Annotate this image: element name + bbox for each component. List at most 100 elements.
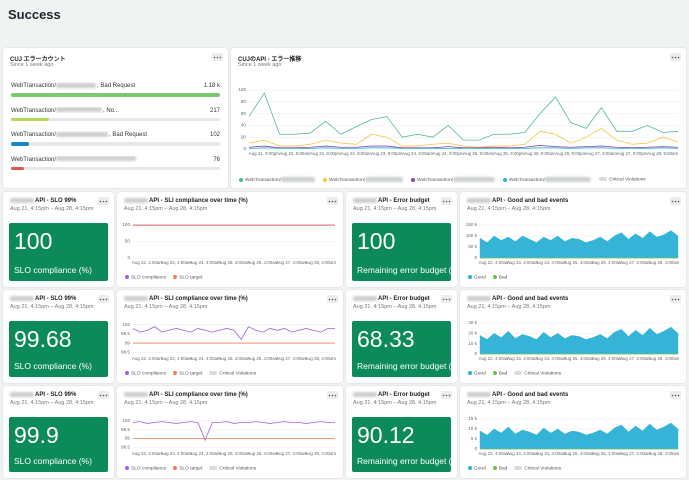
y-tick-label: 40 — [241, 123, 247, 128]
widget-title: API - SLO 99% — [10, 198, 76, 204]
bar-label-end: , Bad Request — [97, 83, 136, 89]
menu-dot — [216, 56, 219, 58]
x-tick-label: Aug 24, 4:00am — [535, 451, 567, 456]
bar — [11, 117, 50, 121]
widget-menu-button[interactable] — [212, 53, 223, 61]
widget-title: API - SLI compliance over time (%) — [124, 296, 248, 302]
widget-title: API - Error budget — [353, 198, 430, 204]
chart-plot: 98.5 99 99.5 100 — [121, 418, 335, 449]
legend-swatch — [468, 275, 472, 279]
redacted-text — [124, 296, 148, 301]
x-tick-label: Aug 24, 9:00pm — [432, 151, 464, 156]
widget-menu-button[interactable] — [670, 391, 681, 399]
menu-dot — [99, 200, 102, 202]
billboard-value: 99.9 — [14, 422, 59, 448]
toggle-label: Critical Violations — [219, 371, 257, 377]
legend-label: WebTransaction/ — [329, 177, 365, 183]
x-tick-label: Aug 23, 4:00am — [506, 451, 538, 456]
menu-icon — [671, 298, 680, 300]
widget-menu-button[interactable] — [98, 391, 109, 399]
bar-label: WebTransaction/ , Bad Request — [11, 82, 186, 90]
redacted-text — [10, 198, 34, 203]
menu-dot — [445, 394, 448, 396]
menu-icon — [442, 394, 451, 396]
widget-title-text: API - SLI compliance over time (%) — [149, 296, 248, 303]
x-tick-label: Aug 27, 4:00am — [276, 260, 308, 265]
widget-title: API - Good and bad events — [467, 392, 568, 398]
critical-violations-toggle[interactable]: Critical Violations — [514, 466, 561, 471]
widget-menu-button[interactable] — [98, 197, 109, 205]
legend-item: WebTransaction/ — [503, 177, 592, 183]
menu-dot — [99, 298, 102, 300]
y-tick-label: 20 — [241, 134, 247, 139]
menu-icon — [328, 394, 337, 396]
critical-violations-toggle[interactable]: Critical Violations — [209, 466, 256, 471]
widget-menu-button[interactable] — [441, 197, 452, 205]
x-tick-label: Aug 28, 9:00am — [647, 151, 679, 156]
widget-menu-button[interactable] — [441, 295, 452, 303]
x-tick-label: Aug 28, 4:00am — [648, 451, 680, 456]
legend-swatch — [492, 275, 497, 279]
redacted-text — [353, 198, 377, 203]
menu-icon — [671, 56, 680, 58]
bar-label-end: , No... — [103, 107, 120, 114]
legend-item: Good — [468, 275, 486, 280]
bar-track — [11, 166, 220, 170]
widget-menu-button[interactable] — [670, 197, 681, 205]
legend-item: SLO compliance — [125, 275, 166, 280]
x-tick-label: Aug 25, 4:00am — [218, 260, 250, 265]
menu-dot — [99, 394, 102, 396]
x-tick-label: Aug 26, 4:00am — [591, 260, 623, 265]
widget-menu-button[interactable] — [670, 295, 681, 303]
widget-menu-button[interactable] — [98, 295, 109, 303]
widget-menu-button[interactable] — [327, 391, 338, 399]
y-tick-label: 20 k — [468, 331, 477, 336]
menu-dot — [331, 394, 334, 396]
widget-title-text: API - SLI compliance over time (%) — [149, 392, 248, 399]
legend-label: SLO compliance — [131, 466, 167, 472]
x-tick-label: Aug 25, 9:00am — [463, 151, 495, 156]
widget-menu-button[interactable] — [327, 295, 338, 303]
bar-label-start: WebTransaction/ — [11, 83, 57, 89]
widget-title: CUJのAPI - エラー推移 — [238, 54, 301, 63]
widget-card: API - SLI compliance over time (%) Aug 21… — [117, 386, 343, 478]
x-tick-label: Aug 26, 4:00am — [591, 356, 623, 361]
legend-item: SLO target — [173, 275, 202, 280]
critical-violations-toggle[interactable]: Critical Violations — [514, 371, 561, 376]
y-tick-label: 60 — [241, 111, 247, 116]
bar-track — [11, 93, 220, 97]
critical-violations-toggle[interactable]: Critical Violations — [209, 371, 256, 376]
legend-item: Bad — [492, 275, 507, 280]
y-tick-label: 100 — [122, 222, 130, 227]
widget-title-text: API - Error budget — [378, 392, 430, 399]
menu-dot — [334, 394, 337, 396]
widget-subtitle: Aug 21, 4:15pm – Aug 28, 4:15pm — [124, 304, 208, 310]
critical-violations-toggle[interactable]: Critical Violations — [599, 177, 646, 183]
area-series — [479, 230, 679, 259]
menu-dot — [331, 200, 334, 202]
redacted-text — [56, 82, 97, 88]
bar-track — [11, 142, 220, 146]
widget-menu-button[interactable] — [327, 197, 338, 205]
billboard: 100 Remaining error budget (%) — [352, 223, 457, 281]
chart-legend: Good Bad Critical Violations — [468, 466, 561, 471]
widget-menu-button[interactable] — [441, 391, 452, 399]
x-tick-label: Aug 26, 4:00am — [591, 451, 623, 456]
x-tick-label: Aug 23, 4:00am — [160, 356, 192, 361]
menu-dot — [102, 394, 105, 396]
redacted-text — [353, 392, 377, 397]
bar-row: WebTransaction/ , Bad Request 102 — [11, 131, 220, 151]
toggle-label: Critical Violations — [524, 371, 561, 377]
menu-dot — [328, 298, 331, 300]
widget-menu-button[interactable] — [670, 53, 681, 61]
x-tick-label: Aug 22, 4:00am — [131, 356, 163, 361]
bar-value-label: 102 — [209, 132, 220, 138]
legend-swatch — [239, 177, 243, 182]
bar-track — [11, 117, 220, 121]
menu-icon — [99, 298, 108, 300]
menu-dot — [671, 56, 674, 58]
redacted-text — [467, 392, 491, 397]
menu-icon — [99, 200, 108, 202]
menu-dot — [671, 200, 674, 202]
